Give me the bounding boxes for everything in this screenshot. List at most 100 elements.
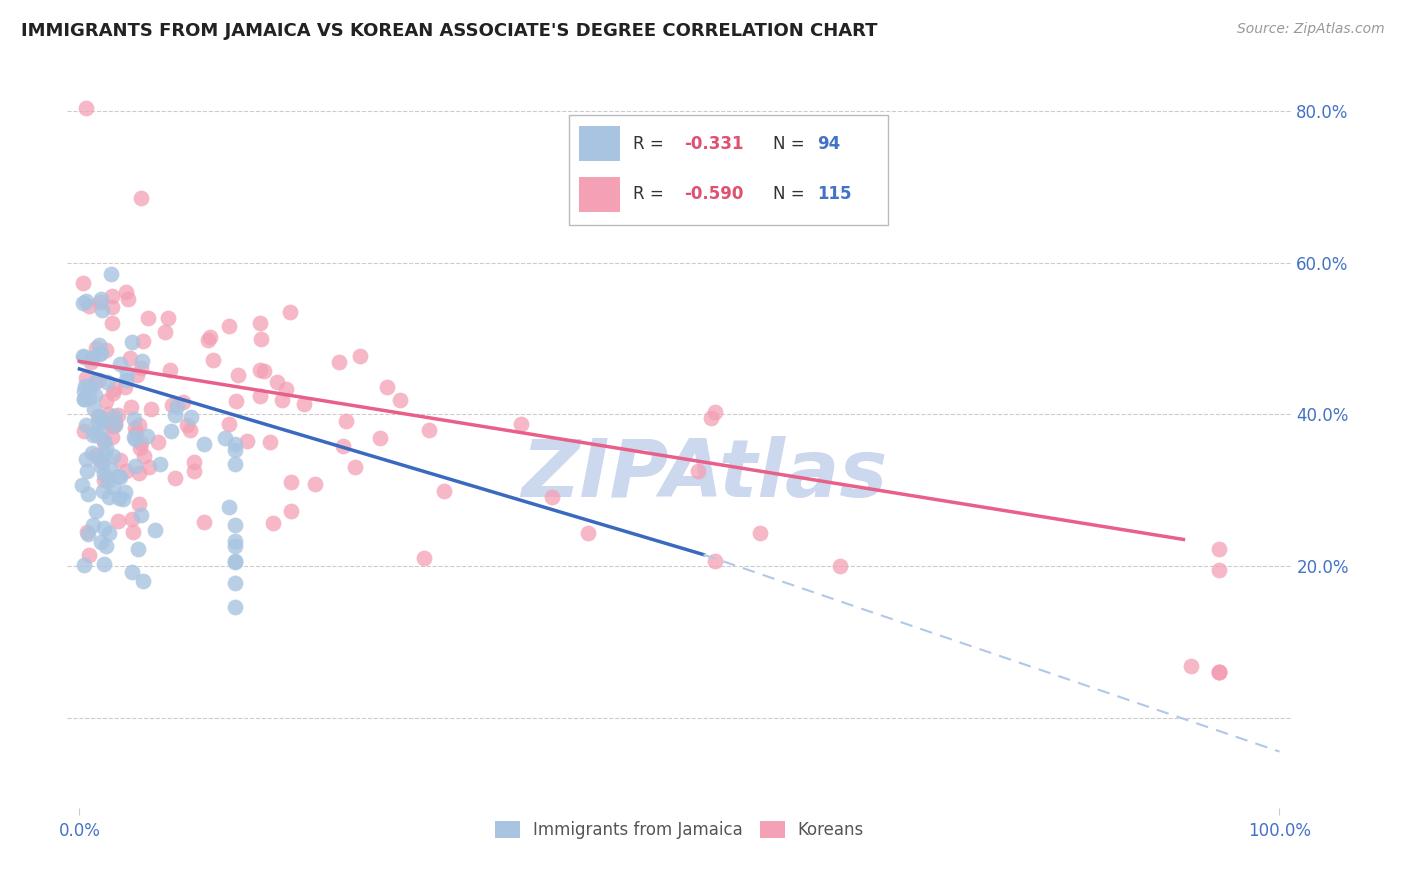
Point — [349, 349, 371, 363]
Point — [224, 458, 246, 472]
Point — [115, 367, 138, 381]
Point — [103, 409, 125, 423]
Text: ZIPAtlas: ZIPAtlas — [520, 436, 887, 514]
Point — [114, 485, 136, 500]
Text: Source: ZipAtlas.com: Source: ZipAtlas.com — [1237, 22, 1385, 37]
Point — [129, 360, 152, 375]
Point — [80, 446, 103, 460]
Point — [108, 491, 131, 505]
Point — [97, 407, 120, 421]
Point — [82, 517, 104, 532]
Point — [224, 539, 246, 553]
Point — [226, 368, 249, 382]
Point — [510, 417, 533, 431]
Point — [128, 417, 150, 432]
Point — [1208, 563, 1230, 577]
Point — [686, 464, 709, 478]
Point — [94, 447, 117, 461]
Point — [121, 565, 143, 579]
Point — [1208, 665, 1230, 679]
Point — [541, 491, 564, 505]
Point — [83, 388, 105, 402]
Point — [75, 452, 97, 467]
Point — [87, 338, 110, 352]
Point — [124, 458, 146, 473]
Point — [93, 467, 115, 482]
Point — [218, 417, 240, 431]
Point — [84, 448, 107, 462]
Point — [90, 459, 112, 474]
Point — [73, 558, 96, 573]
Point — [224, 442, 246, 457]
Point — [344, 460, 367, 475]
Point — [76, 464, 98, 478]
Point — [90, 535, 112, 549]
Point — [143, 523, 166, 537]
Point — [176, 417, 198, 432]
Point — [108, 470, 131, 484]
Point — [224, 555, 246, 569]
Point — [163, 408, 186, 422]
Point — [96, 539, 118, 553]
Point — [1208, 665, 1230, 679]
Point — [79, 381, 101, 395]
Point — [91, 414, 114, 428]
Point — [576, 526, 599, 541]
Point — [180, 409, 202, 424]
Point — [83, 402, 105, 417]
Point — [704, 553, 727, 567]
Point — [93, 433, 115, 447]
Point — [87, 415, 110, 429]
Point — [304, 477, 326, 491]
Point — [93, 521, 115, 535]
Point — [84, 504, 107, 518]
Point — [86, 409, 108, 423]
Point — [96, 441, 118, 455]
Point — [156, 310, 179, 325]
Point — [224, 437, 246, 451]
Point — [101, 418, 124, 433]
Point — [280, 503, 302, 517]
Point — [280, 475, 302, 490]
Point — [1180, 658, 1202, 673]
Point — [89, 409, 111, 424]
Point — [80, 354, 103, 368]
Point — [104, 416, 127, 430]
Point — [72, 277, 94, 291]
Point — [101, 450, 124, 464]
Point — [93, 558, 115, 572]
Point — [135, 429, 157, 443]
Point — [75, 371, 97, 385]
Point — [107, 514, 129, 528]
Point — [103, 385, 125, 400]
Point — [153, 325, 176, 339]
Point — [172, 395, 194, 409]
Point — [96, 343, 118, 358]
Point — [128, 441, 150, 455]
Point — [433, 484, 456, 499]
Point — [328, 355, 350, 369]
Point — [70, 478, 93, 492]
Point — [98, 491, 121, 505]
Point — [86, 428, 108, 442]
Point — [89, 295, 111, 310]
Point — [159, 362, 181, 376]
Point — [75, 418, 97, 433]
Point — [73, 351, 96, 365]
Point — [129, 191, 152, 205]
Point — [103, 383, 125, 397]
Point — [413, 551, 436, 566]
Point — [249, 332, 271, 346]
Point — [89, 346, 111, 360]
Point — [89, 373, 111, 387]
Point — [91, 303, 114, 318]
Point — [100, 417, 122, 432]
Point — [90, 292, 112, 306]
Point — [132, 334, 155, 348]
Point — [124, 421, 146, 435]
Point — [90, 455, 112, 469]
Point — [202, 353, 225, 368]
Point — [193, 437, 215, 451]
Point — [149, 457, 172, 471]
Point — [107, 468, 129, 483]
